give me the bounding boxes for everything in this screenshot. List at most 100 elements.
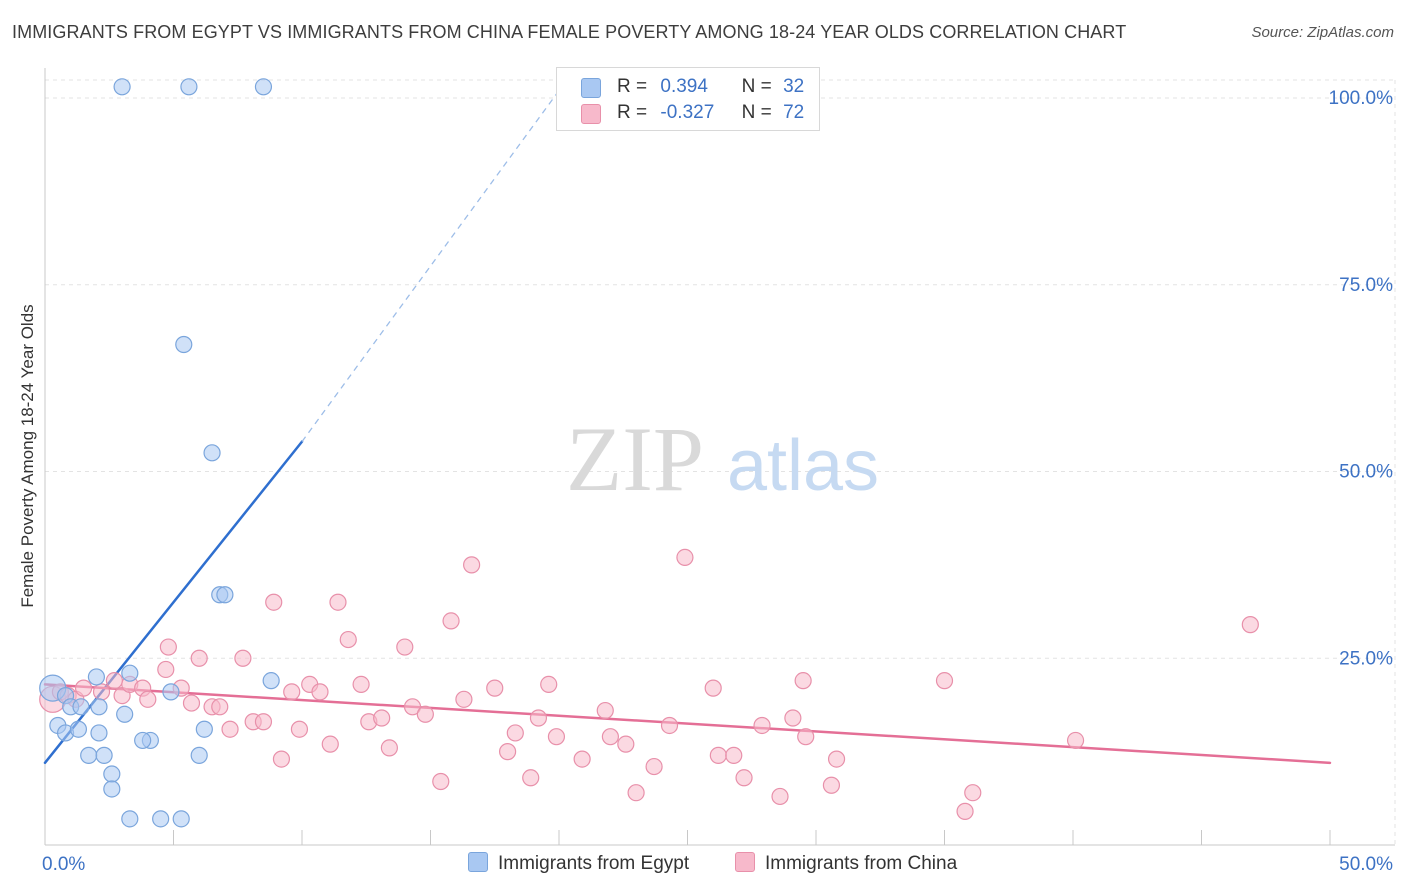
china-point-63 bbox=[784, 709, 802, 727]
watermark-zip: ZIP bbox=[566, 408, 704, 510]
china-point-25 bbox=[290, 720, 309, 738]
egypt-point-3 bbox=[175, 335, 193, 354]
egypt-r-label: R = bbox=[617, 76, 648, 97]
egypt-point-15 bbox=[121, 664, 139, 682]
china-point-68 bbox=[935, 672, 954, 690]
china-point-57 bbox=[704, 679, 722, 697]
china-point-6 bbox=[105, 672, 123, 690]
china-point-46 bbox=[529, 709, 548, 727]
egypt-point-6 bbox=[216, 586, 234, 604]
china-point-52 bbox=[617, 735, 635, 753]
chart-title: IMMIGRANTS FROM EGYPT VS IMMIGRANTS FROM… bbox=[12, 22, 1127, 42]
egypt-point-16 bbox=[162, 683, 180, 701]
china-point-54 bbox=[645, 757, 663, 776]
china-point-23 bbox=[272, 750, 291, 768]
trend-extension-0 bbox=[301, 90, 560, 443]
legend-egypt-swatch bbox=[468, 852, 488, 872]
gridlines bbox=[45, 79, 1396, 845]
china-point-55 bbox=[660, 716, 679, 735]
china-r-label: R = bbox=[617, 102, 648, 123]
china-point-40 bbox=[455, 690, 473, 708]
china-point-49 bbox=[573, 750, 591, 768]
china-point-43 bbox=[499, 743, 517, 761]
x-tick-label-min: 0.0% bbox=[42, 854, 85, 875]
china-point-11 bbox=[157, 660, 175, 679]
egypt-point-17 bbox=[262, 672, 280, 690]
x-tick-label-max: 50.0% bbox=[1339, 854, 1393, 875]
egypt-point-18 bbox=[116, 705, 134, 723]
egypt-point-23 bbox=[195, 720, 213, 738]
china-point-50 bbox=[596, 701, 614, 720]
china-point-61 bbox=[753, 716, 771, 735]
egypt-point-1 bbox=[180, 78, 198, 96]
china-point-34 bbox=[380, 739, 398, 757]
china-point-22 bbox=[265, 593, 283, 611]
egypt-point-4 bbox=[203, 444, 221, 462]
china-point-4 bbox=[74, 679, 93, 697]
egypt-point-31 bbox=[172, 810, 190, 828]
china-point-17 bbox=[211, 698, 229, 716]
axes bbox=[44, 68, 1395, 846]
egypt-point-30 bbox=[152, 810, 170, 828]
china-point-27 bbox=[311, 683, 329, 701]
egypt-point-19 bbox=[90, 698, 108, 716]
china-r-value: -0.327 bbox=[660, 102, 715, 123]
china-point-28 bbox=[321, 735, 339, 753]
egypt-point-2 bbox=[254, 78, 273, 96]
china-point-64 bbox=[794, 672, 812, 690]
egypt-point-14 bbox=[87, 668, 106, 686]
china-point-70 bbox=[964, 784, 982, 802]
china-point-69 bbox=[956, 802, 974, 820]
china-point-47 bbox=[540, 675, 558, 693]
china-point-65 bbox=[797, 728, 815, 746]
egypt-point-0 bbox=[113, 78, 131, 96]
china-point-24 bbox=[283, 683, 301, 701]
china-point-39 bbox=[442, 612, 460, 630]
egypt-point-25 bbox=[95, 746, 113, 764]
china-point-29 bbox=[329, 593, 347, 611]
egypt-r-value: 0.394 bbox=[660, 76, 708, 97]
china-point-14 bbox=[182, 694, 201, 712]
egypt-n-value: 32 bbox=[783, 76, 805, 97]
china-point-35 bbox=[396, 638, 414, 656]
china-point-36 bbox=[403, 698, 422, 716]
y-tick-label-50: 50.0% bbox=[1339, 462, 1393, 483]
y-tick-label-75: 75.0% bbox=[1339, 275, 1393, 296]
china-point-44 bbox=[506, 724, 524, 742]
y-tick-label-25: 25.0% bbox=[1339, 648, 1393, 669]
china-point-41 bbox=[463, 556, 481, 574]
china-point-71 bbox=[1066, 731, 1085, 750]
correlation-legend: R = 0.394 N = 32 R = -0.327 N = 72 bbox=[556, 67, 820, 131]
china-point-38 bbox=[432, 772, 450, 791]
watermark: ZIP atlas bbox=[566, 408, 879, 510]
china-point-37 bbox=[416, 705, 434, 723]
legend-item-china: Immigrants from China bbox=[735, 852, 957, 875]
egypt-point-20 bbox=[90, 724, 108, 742]
egypt-point-26 bbox=[190, 746, 208, 764]
china-point-42 bbox=[486, 679, 504, 697]
legend-text-china: R = -0.327 N = 72 bbox=[617, 102, 804, 124]
china-point-51 bbox=[601, 728, 620, 746]
y-tick-label-100: 100.0% bbox=[1329, 88, 1394, 109]
china-point-72 bbox=[1241, 616, 1259, 634]
china-point-67 bbox=[827, 750, 846, 768]
china-point-5 bbox=[92, 683, 111, 701]
china-point-58 bbox=[709, 746, 727, 764]
legend-china-label: Immigrants from China bbox=[765, 853, 958, 874]
china-point-33 bbox=[373, 709, 391, 727]
legend-text-egypt: R = 0.394 N = 32 bbox=[617, 76, 804, 98]
china-point-56 bbox=[676, 548, 694, 567]
china-point-12 bbox=[159, 638, 177, 656]
china-point-48 bbox=[547, 728, 566, 746]
watermark-atlas: atlas bbox=[727, 426, 879, 506]
tick-labels: 25.0% 50.0% 75.0% 100.0% 0.0% 50.0% bbox=[42, 88, 1393, 875]
legend-item-egypt: Immigrants from Egypt bbox=[468, 852, 689, 875]
egypt-point-10 bbox=[72, 698, 90, 716]
china-n-label: N = bbox=[741, 102, 772, 123]
china-point-60 bbox=[735, 769, 753, 787]
egypt-swatch bbox=[581, 78, 601, 98]
egypt-point-27 bbox=[103, 765, 121, 783]
egypt-point-22 bbox=[134, 731, 152, 750]
data-points bbox=[39, 78, 1259, 828]
